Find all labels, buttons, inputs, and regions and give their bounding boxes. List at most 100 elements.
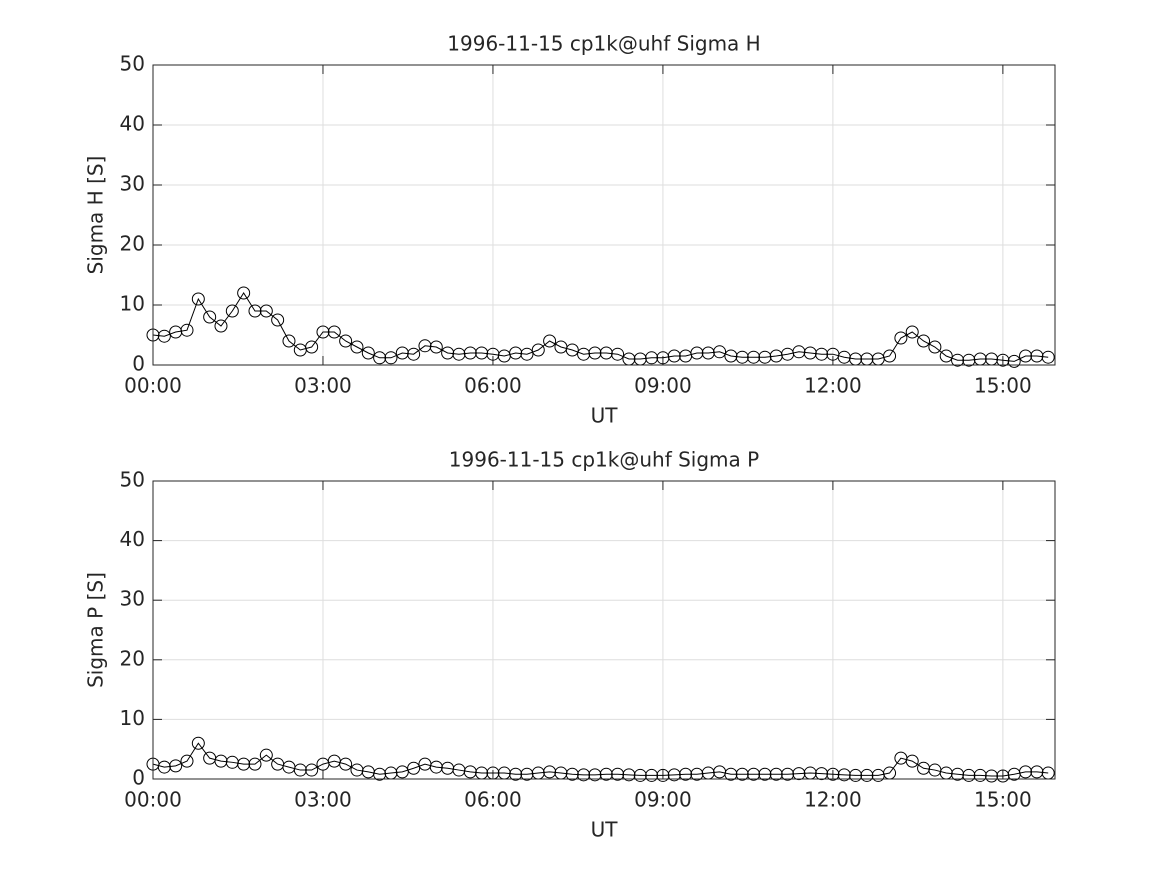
- y-tick-label: 0: [132, 352, 145, 376]
- data-point: [883, 349, 897, 363]
- data-point: [259, 304, 273, 318]
- y-tick-label: 0: [132, 766, 145, 790]
- x-tick-label: 09:00: [634, 374, 692, 398]
- y-tick-label: 10: [120, 706, 145, 730]
- data-point: [588, 768, 602, 782]
- y-tick-label: 20: [120, 232, 145, 256]
- x-tick-label: 06:00: [464, 788, 522, 812]
- data-point: [758, 350, 772, 364]
- data-point: [327, 325, 341, 339]
- data-point: [1019, 349, 1033, 363]
- data-point: [679, 767, 693, 781]
- data-point: [180, 754, 194, 768]
- axes-box: [152, 64, 1056, 366]
- y-tick-label: 30: [120, 172, 145, 196]
- data-point: [633, 768, 647, 782]
- data-point: [531, 343, 545, 357]
- data-point: [928, 340, 942, 354]
- chart-title: 1996-11-15 cp1k@uhf Sigma P: [449, 448, 759, 472]
- data-point: [543, 765, 557, 779]
- data-point: [237, 286, 251, 300]
- x-tick-label: 03:00: [294, 374, 352, 398]
- data-point: [475, 346, 489, 360]
- data-point: [214, 319, 228, 333]
- data-point: [441, 346, 455, 360]
- data-point: [452, 347, 466, 361]
- data-point: [588, 346, 602, 360]
- y-tick-label: 40: [120, 527, 145, 551]
- data-point: [509, 767, 523, 781]
- data-point: [339, 757, 353, 771]
- data-point: [747, 767, 761, 781]
- data-point: [282, 334, 296, 348]
- y-tick-label: 20: [120, 646, 145, 670]
- data-point: [203, 310, 217, 324]
- data-point: [305, 763, 319, 777]
- data-point: [815, 767, 829, 781]
- data-point: [248, 304, 262, 318]
- data-point: [225, 304, 239, 318]
- data-point: [894, 331, 908, 345]
- data-point: [599, 346, 613, 360]
- data-point: [1041, 350, 1055, 364]
- data-point: [951, 353, 965, 367]
- axes-box: [152, 480, 1056, 780]
- data-point: [667, 349, 681, 363]
- data-point: [1030, 349, 1044, 363]
- data-point: [407, 761, 421, 775]
- data-point: [985, 769, 999, 783]
- y-tick-label: 50: [120, 52, 145, 76]
- data-point: [792, 767, 806, 781]
- data-point: [577, 347, 591, 361]
- x-tick-label: 06:00: [464, 374, 522, 398]
- data-point: [724, 767, 738, 781]
- data-point: [463, 346, 477, 360]
- y-axis-label: Sigma H [S]: [84, 156, 108, 275]
- data-point: [1030, 765, 1044, 779]
- data-point: [305, 340, 319, 354]
- data-point: [1007, 354, 1021, 368]
- data-point: [271, 313, 285, 327]
- plot-area: [153, 65, 1055, 365]
- data-point: [577, 768, 591, 782]
- data-point: [826, 767, 840, 781]
- data-point: [611, 347, 625, 361]
- data-point: [735, 767, 749, 781]
- data-point: [645, 351, 659, 365]
- data-point: [180, 323, 194, 337]
- data-point: [849, 768, 863, 782]
- data-point: [463, 765, 477, 779]
- data-point: [792, 345, 806, 359]
- data-point: [690, 767, 704, 781]
- x-tick-label: 09:00: [634, 788, 692, 812]
- x-axis-label: UT: [591, 404, 619, 428]
- data-point: [917, 334, 931, 348]
- data-point: [996, 353, 1010, 367]
- data-point: [645, 768, 659, 782]
- data-point: [350, 340, 364, 354]
- data-point: [611, 767, 625, 781]
- data-point: [599, 767, 613, 781]
- data-point: [905, 325, 919, 339]
- data-point: [373, 351, 387, 365]
- x-tick-label: 03:00: [294, 788, 352, 812]
- y-axis-label: Sigma P [S]: [84, 572, 108, 688]
- data-point: [293, 763, 307, 777]
- data-point: [395, 346, 409, 360]
- data-point: [191, 292, 205, 306]
- data-point: [316, 325, 330, 339]
- data-point: [939, 349, 953, 363]
- x-tick-label: 12:00: [804, 374, 862, 398]
- data-point: [520, 347, 534, 361]
- data-point: [384, 351, 398, 365]
- x-tick-label: 00:00: [124, 374, 182, 398]
- data-point: [815, 347, 829, 361]
- data-point: [429, 340, 443, 354]
- chart-title: 1996-11-15 cp1k@uhf Sigma H: [447, 32, 760, 56]
- data-point: [860, 768, 874, 782]
- data-point: [509, 346, 523, 360]
- data-point: [951, 767, 965, 781]
- plot-area: [153, 481, 1055, 779]
- data-point: [407, 347, 421, 361]
